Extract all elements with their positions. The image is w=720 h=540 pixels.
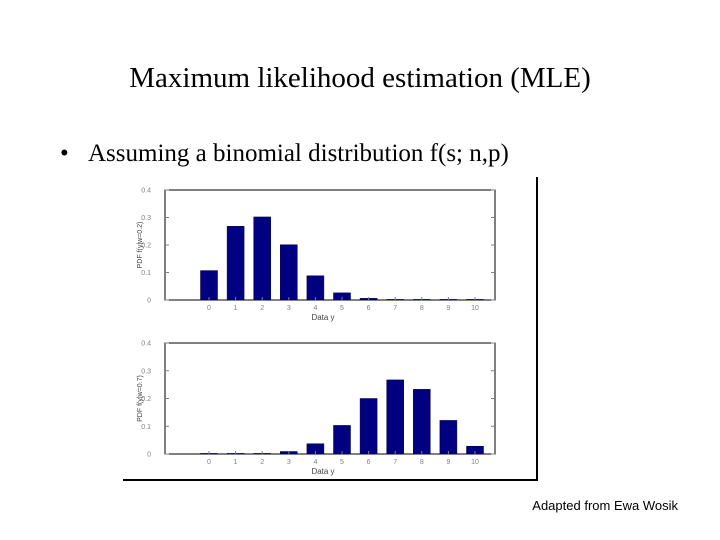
bar-0	[200, 270, 218, 301]
x-axis-label: Data y	[311, 467, 334, 476]
y-axis-label: PDF f(y|w=0.2)	[137, 222, 144, 269]
x-tick-label: 10	[471, 459, 479, 466]
bar-5	[333, 425, 351, 455]
x-tick-label: 7	[393, 305, 397, 312]
x-tick-label: 0	[207, 459, 211, 466]
y-tick-label: 0.2	[141, 396, 151, 403]
x-tick-label: 3	[287, 459, 291, 466]
y-axis-label: PDF f(y|w=0.7)	[137, 375, 144, 422]
y-tick-label: 0.1	[141, 270, 151, 277]
y-tick-label: 0.3	[141, 215, 151, 222]
x-tick-label: 10	[471, 305, 479, 312]
x-tick-label: 9	[446, 305, 450, 312]
x-tick-label: 2	[260, 305, 264, 312]
bar-7	[386, 379, 404, 455]
x-tick-label: 1	[234, 305, 238, 312]
chart-panel-2: 0 0.1 0.2 0.3 0.4 0 1 2 3 4 5 6 7 8 9 10 Data y PDF f(y|w…	[137, 341, 496, 476]
y-tick-label: 0.3	[141, 368, 151, 375]
y-tick-label: 0.4	[141, 341, 151, 348]
x-tick-label: 5	[340, 459, 344, 466]
x-tick-label: 6	[367, 305, 371, 312]
x-tick-label: 4	[313, 459, 317, 466]
x-tick-label: 2	[260, 459, 264, 466]
bar-3	[280, 244, 298, 301]
bar-6	[359, 398, 378, 455]
x-tick-label: 0	[207, 305, 211, 312]
x-tick-label: 7	[393, 459, 397, 466]
bar-4	[306, 275, 325, 301]
bar-2	[253, 216, 271, 301]
y-tick-label: 0.1	[141, 424, 151, 431]
slide-title: Maximum likelihood estimation (MLE)	[129, 62, 591, 94]
y-tick-label: 0	[147, 452, 151, 459]
bullet-item: • Assuming a binomial distribution f(s; n…	[60, 140, 509, 168]
y-tick-label: 0	[147, 298, 151, 305]
x-tick-label: 4	[313, 305, 317, 312]
x-tick-label: 5	[340, 305, 344, 312]
bar-1	[226, 226, 245, 301]
x-tick-label: 9	[446, 459, 450, 466]
bullet-text: Assuming a binomial distribution f(s; n,…	[88, 140, 509, 167]
credit-text: Adapted from Ewa Wosik	[532, 498, 678, 513]
y-tick-label: 0.4	[141, 188, 151, 195]
bar-8	[413, 389, 431, 455]
x-tick-label: 6	[367, 459, 371, 466]
figure-frame: 0 0.1 0.2 0.3 0.4 0 1 2 3 4 5 6 7 8 9 10 Data y PDF f(y|w…	[123, 177, 538, 481]
x-tick-label: 1	[234, 459, 238, 466]
x-tick-label: 8	[420, 459, 424, 466]
y-tick-label: 0.2	[141, 243, 151, 250]
x-tick-label: 3	[287, 305, 291, 312]
chart-panel-1: 0 0.1 0.2 0.3 0.4 0 1 2 3 4 5 6 7 8 9 10 Data y PDF f(y|w…	[137, 188, 496, 322]
bullet-icon: •	[60, 140, 69, 167]
bar-9	[439, 420, 458, 455]
x-axis-label: Data y	[311, 313, 334, 322]
x-tick-label: 8	[420, 305, 424, 312]
